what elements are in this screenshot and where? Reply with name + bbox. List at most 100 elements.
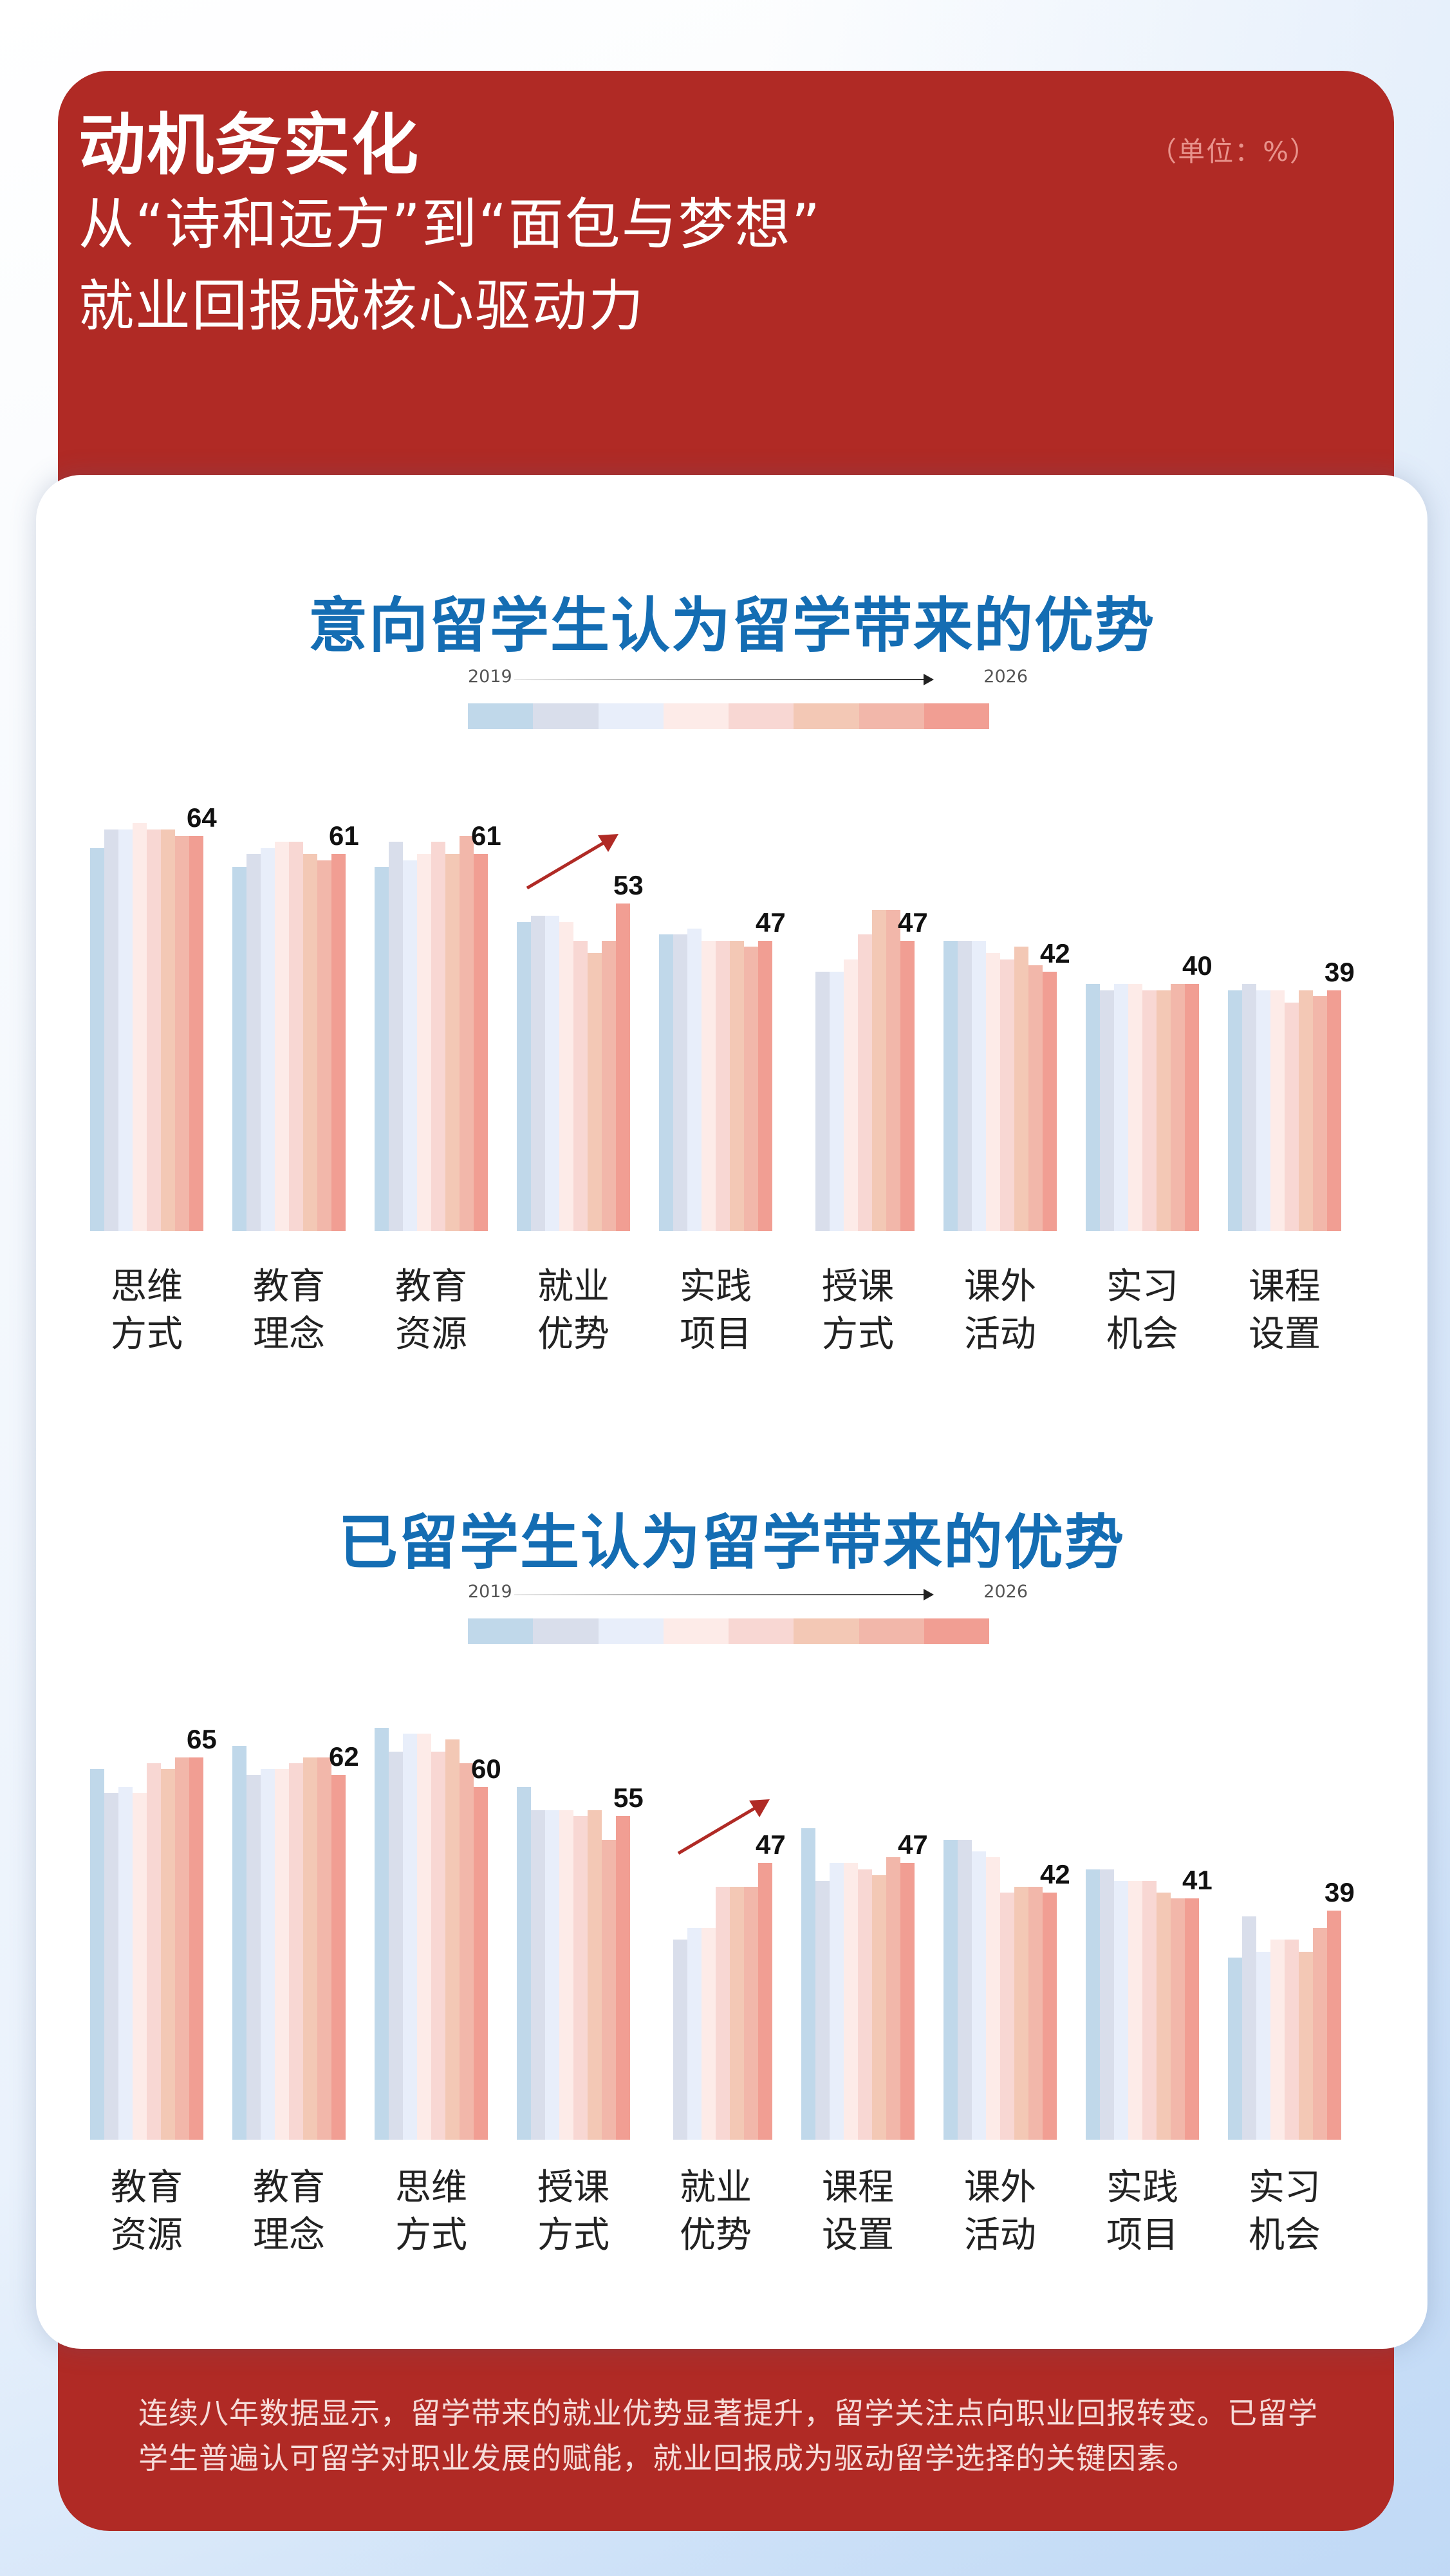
bar-2020 <box>531 1810 545 2140</box>
bar-2021 <box>118 829 133 1231</box>
category-label: 实习 机会 <box>1249 2167 1321 2256</box>
bar-2019 <box>1228 1957 1242 2140</box>
bar-2023 <box>431 842 445 1231</box>
value-label: 55 <box>613 1783 644 1813</box>
value-label: 47 <box>898 907 928 938</box>
summary-text: 连续八年数据显示，留学带来的就业优势显著提升，留学关注点向职业回报转变。已留学学… <box>138 2396 1318 2476</box>
bar-2024 <box>588 1810 602 2140</box>
category-label: 思维 方式 <box>111 1266 183 1355</box>
bar-group-4: 47 <box>659 1672 786 2140</box>
bar-2022 <box>702 1927 716 2140</box>
bar-2024 <box>161 829 175 1231</box>
category-label: 就业 优势 <box>680 2167 752 2256</box>
chart1-plot: 64 61 61 53 47 47 42 40 39 <box>90 758 1377 1231</box>
bar-2026 <box>474 854 488 1231</box>
bar-2019 <box>943 940 958 1231</box>
bar-2022 <box>417 854 431 1231</box>
bar-2024 <box>730 940 744 1231</box>
bar-2023 <box>147 1763 161 2140</box>
bar-2020 <box>673 1940 687 2140</box>
bar-2021 <box>687 928 702 1231</box>
legend-swatch-2026 <box>924 1618 989 1644</box>
legend-swatch-2025 <box>859 703 924 729</box>
bar-2025 <box>175 1757 189 2140</box>
bar-2022 <box>1270 1940 1285 2140</box>
bar-2019 <box>375 1728 389 2140</box>
bar-2024 <box>872 1875 886 2140</box>
bar-2023 <box>289 1763 303 2140</box>
category-label: 实习 机会 <box>1106 1266 1178 1355</box>
bar-2019 <box>90 848 104 1231</box>
legend-swatch-2022 <box>663 1618 729 1644</box>
category-label: 实践 项目 <box>1106 2167 1178 2256</box>
bar-2019 <box>943 1839 958 2140</box>
bar-2020 <box>1242 984 1256 1231</box>
bar-2022 <box>559 922 573 1231</box>
bar-2026 <box>331 854 346 1231</box>
chart2-title: 已留学生认为留学带来的优势 <box>338 1508 1125 1577</box>
bar-2023 <box>716 940 730 1231</box>
value-label: 62 <box>329 1741 359 1772</box>
bar-2019 <box>232 866 246 1231</box>
chart2-year-axis: 2019 2026 <box>468 1582 1028 1608</box>
bar-2021 <box>545 916 559 1231</box>
bar-2022 <box>844 959 858 1231</box>
bar-2026 <box>900 940 915 1231</box>
bar-2019 <box>517 922 531 1231</box>
bar-2022 <box>1128 1880 1142 2140</box>
bar-group-8: 39 <box>1228 1672 1355 2140</box>
bar-2025 <box>886 1857 900 2140</box>
bar-2026 <box>616 1816 630 2140</box>
bar-group-6: 42 <box>943 1672 1070 2140</box>
bar-2024 <box>1157 1893 1171 2140</box>
bar-2021 <box>1114 1880 1128 2140</box>
timeline-line <box>514 1594 926 1595</box>
bar-group-5: 47 <box>801 758 928 1231</box>
bar-group-2: 60 <box>375 1672 501 2140</box>
legend-swatch-2019 <box>468 1618 534 1644</box>
value-label: 47 <box>756 907 786 938</box>
bar-2025 <box>1313 1927 1327 2140</box>
bar-2026 <box>1185 984 1199 1231</box>
bar-2025 <box>886 909 900 1231</box>
bar-2024 <box>445 1739 460 2140</box>
bar-2020 <box>104 829 118 1231</box>
legend-swatch-2023 <box>729 1618 794 1644</box>
bar-2020 <box>389 1751 403 2140</box>
value-label: 60 <box>471 1753 501 1784</box>
category-label: 实践 项目 <box>680 1266 752 1355</box>
category-label: 思维 方式 <box>395 2167 467 2256</box>
bar-2022 <box>1270 990 1285 1231</box>
category-label: 授课 方式 <box>537 2167 609 2256</box>
bar-2025 <box>744 947 758 1231</box>
bar-2025 <box>1171 1898 1185 2140</box>
bar-2024 <box>1014 947 1028 1231</box>
bar-group-2: 61 <box>375 758 501 1231</box>
arrow-right-icon <box>924 674 934 685</box>
bar-2023 <box>1142 990 1157 1231</box>
bar-group-7: 41 <box>1086 1672 1213 2140</box>
bar-group-4: 47 <box>659 758 786 1231</box>
bar-2023 <box>1000 959 1014 1231</box>
bar-2024 <box>161 1769 175 2140</box>
bar-2024 <box>1299 990 1313 1231</box>
bar-2019 <box>232 1745 246 2140</box>
legend-end-year: 2026 <box>983 667 1028 687</box>
bar-group-3: 55 <box>517 1672 644 2140</box>
bar-2020 <box>1242 1916 1256 2140</box>
bar-2022 <box>559 1810 573 2140</box>
bar-2020 <box>389 842 403 1231</box>
bar-2020 <box>958 1839 972 2140</box>
bar-group-3: 53 <box>517 758 644 1231</box>
legend-swatch-2021 <box>598 703 664 729</box>
bar-2021 <box>403 1734 417 2140</box>
bar-2021 <box>972 940 986 1231</box>
bar-2024 <box>1157 990 1171 1231</box>
bar-2023 <box>858 1869 872 2140</box>
legend-swatch-2020 <box>533 703 599 729</box>
legend-swatch-2025 <box>859 1618 924 1644</box>
chart2-plot: 65 62 60 55 47 47 42 41 39 <box>90 1672 1377 2140</box>
bar-2020 <box>673 934 687 1231</box>
chart1-trend-arrow-icon <box>526 834 618 890</box>
value-label: 47 <box>756 1830 786 1860</box>
